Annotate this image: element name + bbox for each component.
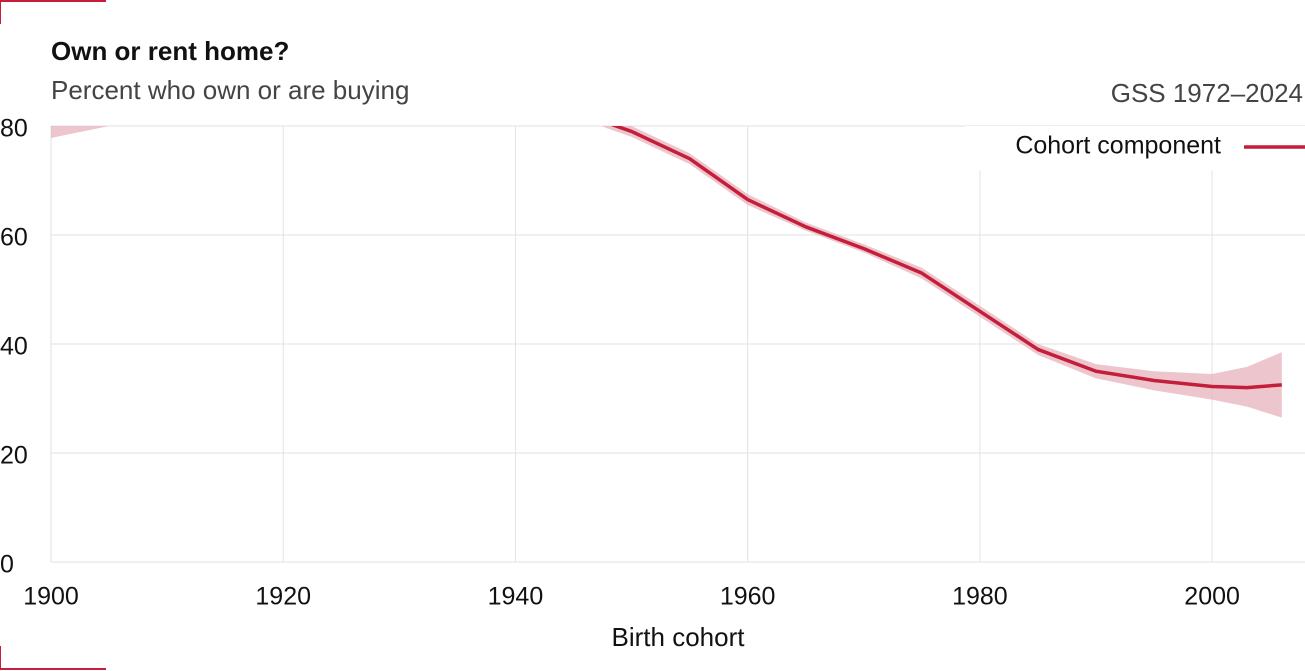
y-tick-label: 60 (0, 224, 28, 252)
x-tick-label: 1940 (488, 583, 544, 611)
ticks: 0 20 40 60 80 1900 1920 1940 1960 1980 2000 (0, 115, 1240, 611)
source-note: GSS 1972–2024 (1111, 78, 1303, 108)
confidence-band (51, 126, 1282, 418)
legend-label: Cohort component (1015, 132, 1221, 160)
y-tick-label: 20 (0, 442, 28, 470)
x-tick-label: 1960 (720, 583, 776, 611)
plot-area (51, 126, 1282, 418)
y-tick-label: 40 (0, 333, 28, 361)
x-axis-label: Birth cohort (612, 622, 746, 652)
chart-title: Own or rent home? (51, 36, 289, 66)
y-tick-label: 0 (0, 551, 14, 579)
legend: Cohort component (965, 126, 1305, 170)
x-tick-label: 1980 (952, 583, 1008, 611)
grid (50, 125, 1305, 563)
series-line (610, 126, 1282, 390)
y-tick-label: 80 (0, 115, 28, 143)
corner-mark (0, 0, 106, 670)
x-tick-label: 2000 (1184, 583, 1240, 611)
x-tick-label: 1920 (255, 583, 311, 611)
x-tick-label: 1900 (23, 583, 79, 611)
chart-subtitle: Percent who own or are buying (51, 75, 409, 105)
